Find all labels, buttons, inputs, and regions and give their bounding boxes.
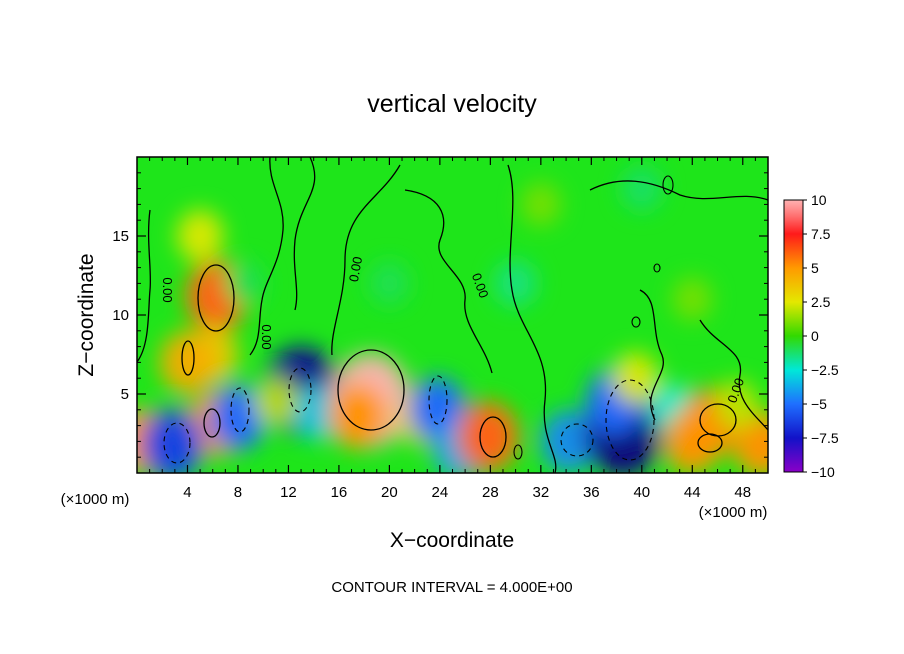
x-tick-label: 40 bbox=[633, 484, 650, 501]
x-units-label-right: (×1000 m) bbox=[699, 504, 768, 521]
contour-label: 0.00 bbox=[259, 324, 274, 349]
velocity-feature bbox=[621, 166, 663, 211]
x-units-label-left: (×1000 m) bbox=[61, 491, 130, 508]
velocity-feature-core bbox=[223, 399, 253, 436]
plot-area: 0.000.000.000.000.00 bbox=[136, 156, 769, 474]
x-tick-label: 44 bbox=[684, 484, 701, 501]
velocity-feature bbox=[176, 209, 224, 263]
velocity-feature bbox=[672, 277, 713, 322]
x-tick-label: 36 bbox=[583, 484, 600, 501]
y-tick-label: 10 bbox=[112, 307, 129, 324]
colorbar-tick-label: −10 bbox=[811, 464, 835, 480]
zero-contour-lines bbox=[137, 157, 768, 473]
velocity-field bbox=[137, 166, 768, 473]
velocity-feature-core bbox=[747, 426, 768, 463]
velocity-feature bbox=[714, 380, 759, 430]
x-tick-label: 28 bbox=[482, 484, 499, 501]
x-tick-label: 20 bbox=[381, 484, 398, 501]
x-axis-label: X−coordinate bbox=[390, 529, 514, 552]
colorbar-tick-label: −2.5 bbox=[811, 362, 839, 378]
velocity-feature bbox=[292, 385, 342, 441]
velocity-feature bbox=[494, 260, 537, 307]
x-tick-label: 24 bbox=[432, 484, 449, 501]
x-tick-label: 32 bbox=[532, 484, 549, 501]
colorbar-tick-label: −5 bbox=[811, 396, 827, 412]
x-tick-label: 16 bbox=[331, 484, 348, 501]
colorbar-tick-label: 7.5 bbox=[811, 226, 831, 242]
contour-label: 0.00 bbox=[160, 277, 175, 302]
velocity-feature bbox=[224, 261, 265, 306]
colorbar-tick-label: −7.5 bbox=[811, 430, 839, 446]
velocity-feature-core bbox=[472, 416, 504, 457]
colorbar-scale bbox=[783, 199, 804, 473]
velocity-feature bbox=[159, 330, 216, 395]
colorbar: 10 7.5 5 2.5 0 −2.5 −5 −7.5 −10 bbox=[783, 192, 839, 480]
y-tick-label: 15 bbox=[112, 228, 129, 245]
contour-interval-note: CONTOUR INTERVAL = 4.000E+00 bbox=[331, 579, 572, 596]
x-tick-label: 8 bbox=[234, 484, 242, 501]
x-axis: 4 8 12 16 20 24 28 32 36 40 44 48 bbox=[149, 157, 769, 501]
y-tick-label: 5 bbox=[121, 386, 129, 403]
contour-labels: 0.000.000.000.000.00 bbox=[160, 255, 747, 404]
velocity-feature bbox=[253, 377, 299, 427]
velocity-feature-core bbox=[200, 276, 233, 316]
x-tick-label: 12 bbox=[280, 484, 297, 501]
colorbar-tick-label: 10 bbox=[811, 192, 827, 208]
chart-title: vertical velocity bbox=[367, 90, 537, 118]
velocity-feature-core bbox=[343, 397, 373, 435]
y-axis-label: Z−coordinate bbox=[75, 253, 98, 376]
contour-label: 0.00 bbox=[346, 255, 365, 283]
velocity-feature-core bbox=[422, 391, 452, 429]
velocity-feature-core bbox=[156, 424, 188, 465]
velocity-feature bbox=[369, 261, 410, 306]
x-tick-label: 4 bbox=[183, 484, 191, 501]
colorbar-tick-label: 5 bbox=[811, 260, 819, 276]
colorbar-tick-label: 0 bbox=[811, 328, 819, 344]
y-axis: 5 10 15 bbox=[112, 172, 768, 458]
velocity-feature-core bbox=[677, 423, 707, 460]
velocity-feature bbox=[520, 182, 561, 227]
x-tick-label: 48 bbox=[734, 484, 751, 501]
colorbar-tick-label: 2.5 bbox=[811, 294, 831, 310]
